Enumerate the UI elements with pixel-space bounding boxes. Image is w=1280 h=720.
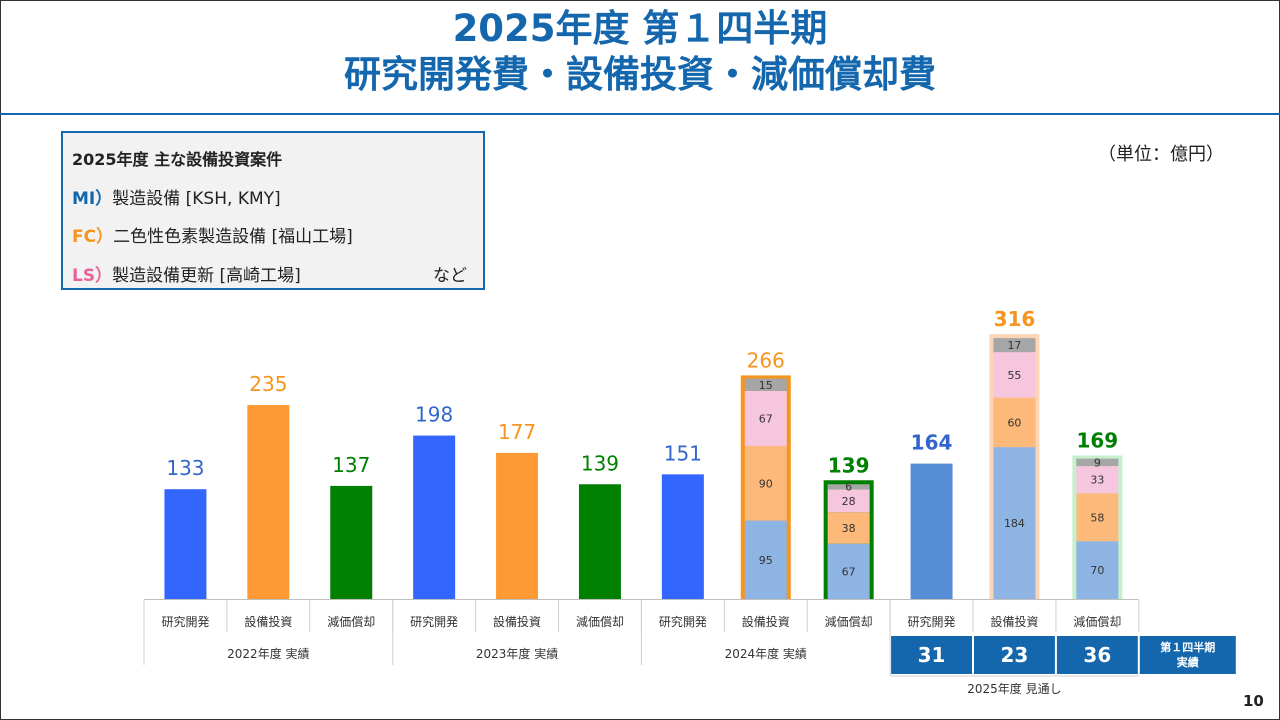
segment-label-10-2: 55 (1007, 369, 1021, 382)
category-label-2: 減価償却 (327, 614, 375, 629)
segment-label-8-3: 6 (845, 481, 852, 494)
project-tag-ls: LS） (72, 266, 113, 286)
segment-label-8-1: 38 (842, 522, 856, 535)
bar-3 (413, 435, 456, 599)
category-label-3: 研究開発 (410, 614, 458, 629)
q1-box-2 (1056, 636, 1138, 674)
category-label-8: 減価償却 (825, 614, 873, 629)
bar-total-label-8: 139 (828, 453, 870, 477)
category-label-5: 減価償却 (576, 614, 624, 629)
bar-1 (247, 405, 290, 599)
bar-segment-mi-10 (993, 447, 1036, 599)
bar-segment-mi-11 (1076, 541, 1119, 599)
q1-value-2: 36 (1083, 643, 1111, 667)
category-label-1: 設備投資 (244, 614, 292, 629)
segment-label-11-2: 33 (1090, 474, 1104, 487)
bar-total-label-1: 235 (249, 372, 287, 396)
segment-label-10-1: 60 (1007, 416, 1021, 429)
bar-segment-fc-10 (993, 397, 1036, 448)
category-label-11: 減価償却 (1073, 614, 1121, 629)
category-label-6: 研究開発 (659, 614, 707, 629)
segment-label-11-3: 9 (1094, 456, 1101, 469)
segment-label-8-2: 28 (842, 495, 856, 508)
bar-segment-ls-7 (744, 390, 787, 447)
group-label-1: 2023年度 実績 (476, 646, 558, 661)
project-etc: など (433, 266, 467, 286)
bar-total-label-9: 164 (911, 431, 953, 455)
project-text-fc: 二色性色素製造設備 [福山工場] (113, 227, 353, 247)
segment-label-10-3: 17 (1007, 339, 1021, 352)
bar-segment-fc-8 (827, 512, 870, 544)
category-label-0: 研究開発 (161, 614, 209, 629)
bar-segment-mi-8 (827, 543, 870, 599)
bar-total-label-6: 151 (664, 441, 702, 465)
q1-value-1: 23 (1001, 643, 1029, 667)
bar-segment-mi-7 (744, 520, 787, 599)
q1-legend-line-1: 第１四半期 (1160, 640, 1215, 654)
project-text-ls: 製造設備更新 [高崎工場] (112, 266, 301, 286)
project-item-fc: FC）二色性色素製造設備 [福山工場] (72, 222, 353, 247)
q1-box-1 (974, 636, 1055, 674)
bar-total-label-10: 316 (994, 307, 1036, 331)
q1-value-0: 31 (918, 643, 946, 667)
q1-legend-line-2: 実績 (1177, 655, 1199, 669)
segment-label-7-2: 67 (759, 413, 773, 426)
capex-projects-box: 2025年度 主な設備投資案件 MI）製造設備 [KSH, KMY] FC）二色… (61, 131, 485, 290)
bar-total-label-0: 133 (166, 456, 204, 480)
bar-6 (661, 474, 704, 599)
page-number: 10 (1243, 692, 1264, 710)
bar-total-label-4: 177 (498, 420, 536, 444)
segment-label-11-0: 70 (1090, 564, 1104, 577)
category-label-4: 設備投資 (493, 614, 541, 629)
bar-segment-ls-10 (993, 352, 1036, 398)
category-label-9: 研究開発 (908, 614, 956, 629)
q1-legend-box (1139, 636, 1236, 674)
title-line-1: 2025年度 第１四半期 (452, 7, 828, 50)
bar-total-label-11: 169 (1076, 428, 1118, 452)
project-text-mi: 製造設備 [KSH, KMY] (112, 189, 281, 209)
bar-9 (910, 463, 953, 599)
bar-total-label-3: 198 (415, 403, 453, 427)
category-label-10: 設備投資 (990, 614, 1038, 629)
segment-label-7-1: 90 (759, 477, 773, 490)
bar-segment-other-11 (1076, 458, 1119, 467)
bar-4 (496, 452, 539, 599)
bar-segment-ls-11 (1076, 466, 1119, 494)
title-line-2: 研究開発費・設備投資・減価償却費 (344, 53, 936, 96)
bar-5 (578, 484, 621, 599)
group-label-3: 2025年度 見通し (967, 681, 1061, 696)
category-label-7: 設備投資 (742, 614, 790, 629)
bar-total-label-5: 139 (581, 451, 619, 475)
bar-segment-fc-11 (1076, 493, 1119, 542)
bar-0 (164, 489, 207, 599)
segment-label-10-0: 184 (1004, 517, 1025, 530)
segment-label-8-0: 67 (842, 565, 856, 578)
project-tag-mi: MI） (72, 189, 113, 209)
bar-segment-fc-7 (744, 446, 787, 521)
q1-box-0 (891, 636, 972, 674)
title-divider (0, 113, 1280, 115)
group-label-0: 2022年度 実績 (227, 646, 309, 661)
capex-projects-heading: 2025年度 主な設備投資案件 (72, 150, 283, 169)
bar-total-label-7: 266 (747, 348, 785, 372)
bar-2 (330, 485, 373, 599)
bar-segment-ls-8 (827, 489, 870, 513)
segment-label-7-3: 15 (759, 379, 773, 392)
page-title: 2025年度 第１四半期 研究開発費・設備投資・減価償却費 (0, 6, 1280, 98)
bar-total-label-2: 137 (332, 453, 370, 477)
group-label-2: 2024年度 実績 (725, 646, 807, 661)
unit-label: （単位：億円） (1098, 144, 1224, 165)
project-item-mi: MI）製造設備 [KSH, KMY] (72, 184, 281, 209)
project-item-ls: LS）製造設備更新 [高崎工場] (72, 261, 301, 286)
segment-label-11-1: 58 (1090, 511, 1104, 524)
bar-segment-other-10 (993, 338, 1036, 353)
segment-label-7-0: 95 (759, 554, 773, 567)
project-tag-fc: FC） (72, 227, 114, 247)
bar-segment-other-8 (827, 484, 870, 490)
bar-segment-other-7 (744, 378, 787, 391)
